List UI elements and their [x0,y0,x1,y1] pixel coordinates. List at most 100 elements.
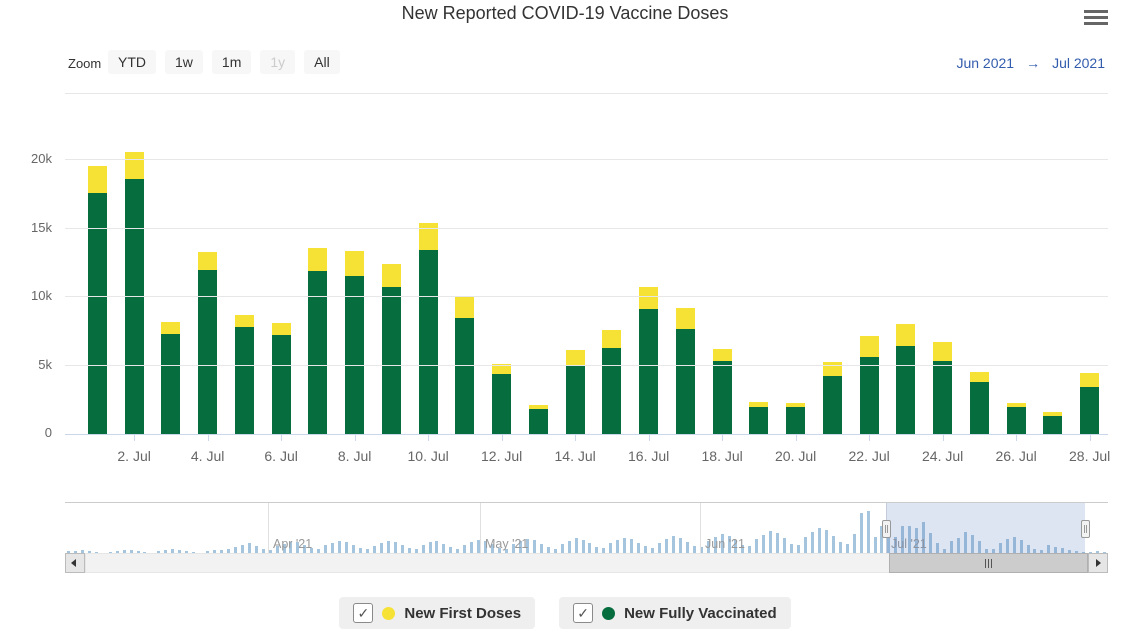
segment-new-first-doses[interactable] [492,364,512,374]
segment-new-fully-vaccinated[interactable] [565,365,585,434]
bar-19-jul[interactable] [749,402,769,434]
segment-new-fully-vaccinated[interactable] [1006,407,1026,434]
segment-new-fully-vaccinated[interactable] [1080,387,1100,434]
bar-6-jul[interactable] [271,323,291,434]
bar-20-jul[interactable] [786,403,806,434]
bar-3-jul[interactable] [161,322,181,434]
segment-new-first-doses[interactable] [455,297,475,318]
segment-new-first-doses[interactable] [418,223,438,250]
range-from-input[interactable]: Jun 2021 [956,55,1015,71]
bar-8-jul[interactable] [345,251,365,434]
bar-22-jul[interactable] [859,336,879,434]
segment-new-fully-vaccinated[interactable] [161,334,181,434]
segment-new-fully-vaccinated[interactable] [822,376,842,434]
scrollbar-right-button[interactable] [1088,553,1108,573]
legend-item-fully-vaccinated[interactable]: ✓ New Fully Vaccinated [559,597,791,629]
zoom-button-all[interactable]: All [304,50,340,74]
bar-17-jul[interactable] [675,308,695,434]
segment-new-first-doses[interactable] [345,251,365,276]
segment-new-fully-vaccinated[interactable] [381,287,401,434]
bar-7-jul[interactable] [308,248,328,434]
bar-4-jul[interactable] [198,252,218,434]
bar-11-jul[interactable] [455,297,475,434]
segment-new-fully-vaccinated[interactable] [1043,416,1063,434]
segment-new-fully-vaccinated[interactable] [602,348,622,434]
segment-new-first-doses[interactable] [198,252,218,270]
segment-new-fully-vaccinated[interactable] [492,374,512,434]
segment-new-fully-vaccinated[interactable] [639,309,659,434]
segment-new-first-doses[interactable] [271,323,291,335]
segment-new-fully-vaccinated[interactable] [308,271,328,434]
segment-new-fully-vaccinated[interactable] [859,357,879,434]
bar-24-jul[interactable] [933,342,953,434]
segment-new-first-doses[interactable] [602,330,622,348]
checkbox-checked-icon[interactable]: ✓ [353,603,374,623]
bar-2-jul[interactable] [124,152,144,434]
bar-27-jul[interactable] [1043,412,1063,434]
bar-25-jul[interactable] [969,372,989,434]
navigator-selected-range[interactable] [886,503,1085,554]
zoom-button-1w[interactable]: 1w [165,50,203,74]
segment-new-fully-vaccinated[interactable] [969,382,989,434]
segment-new-first-doses[interactable] [234,315,254,327]
segment-new-first-doses[interactable] [969,372,989,382]
bar-5-jul[interactable] [234,315,254,434]
navigator-right-handle[interactable] [1081,520,1090,538]
segment-new-first-doses[interactable] [381,264,401,287]
scrollbar-thumb[interactable] [889,553,1088,573]
segment-new-fully-vaccinated[interactable] [87,193,107,434]
bar-13-jul[interactable] [528,405,548,434]
segment-new-fully-vaccinated[interactable] [712,361,732,434]
bar-9-jul[interactable] [381,264,401,434]
scrollbar-left-button[interactable] [65,553,85,573]
bar-28-jul[interactable] [1080,373,1100,434]
segment-new-first-doses[interactable] [786,403,806,407]
segment-new-fully-vaccinated[interactable] [124,179,144,434]
export-menu-button[interactable] [1084,10,1108,30]
bar-16-jul[interactable] [639,287,659,434]
bar-14-jul[interactable] [565,350,585,434]
segment-new-first-doses[interactable] [712,349,732,361]
segment-new-fully-vaccinated[interactable] [345,276,365,434]
bar-12-jul[interactable] [492,364,512,434]
bar-10-jul[interactable] [418,223,438,434]
segment-new-fully-vaccinated[interactable] [455,318,475,434]
segment-new-fully-vaccinated[interactable] [675,329,695,434]
segment-new-fully-vaccinated[interactable] [528,409,548,434]
navigator-left-handle[interactable] [882,520,891,538]
segment-new-first-doses[interactable] [528,405,548,409]
segment-new-first-doses[interactable] [124,152,144,179]
segment-new-fully-vaccinated[interactable] [198,270,218,434]
segment-new-fully-vaccinated[interactable] [271,335,291,434]
segment-new-first-doses[interactable] [1043,412,1063,416]
segment-new-first-doses[interactable] [675,308,695,329]
bar-1-jul[interactable] [87,166,107,434]
segment-new-fully-vaccinated[interactable] [234,327,254,434]
segment-new-first-doses[interactable] [933,342,953,361]
segment-new-first-doses[interactable] [308,248,328,271]
segment-new-first-doses[interactable] [822,362,842,376]
legend-item-first-doses[interactable]: ✓ New First Doses [339,597,536,629]
bar-26-jul[interactable] [1006,403,1026,434]
segment-new-fully-vaccinated[interactable] [896,346,916,434]
segment-new-first-doses[interactable] [859,336,879,357]
segment-new-fully-vaccinated[interactable] [418,250,438,434]
bar-21-jul[interactable] [822,362,842,434]
segment-new-first-doses[interactable] [896,324,916,346]
checkbox-checked-icon[interactable]: ✓ [573,603,594,623]
segment-new-first-doses[interactable] [749,402,769,407]
segment-new-first-doses[interactable] [565,350,585,365]
zoom-button-ytd[interactable]: YTD [108,50,156,74]
segment-new-first-doses[interactable] [161,322,181,334]
segment-new-first-doses[interactable] [1006,403,1026,407]
bar-23-jul[interactable] [896,324,916,434]
segment-new-first-doses[interactable] [87,166,107,193]
segment-new-fully-vaccinated[interactable] [786,407,806,434]
range-to-input[interactable]: Jul 2021 [1052,55,1105,71]
navigator[interactable]: Apr '21 May '21 Jun '21 Jul '21 [65,502,1108,554]
segment-new-first-doses[interactable] [1080,373,1100,387]
segment-new-first-doses[interactable] [639,287,659,309]
bar-15-jul[interactable] [602,330,622,434]
segment-new-fully-vaccinated[interactable] [933,361,953,434]
bar-18-jul[interactable] [712,349,732,434]
